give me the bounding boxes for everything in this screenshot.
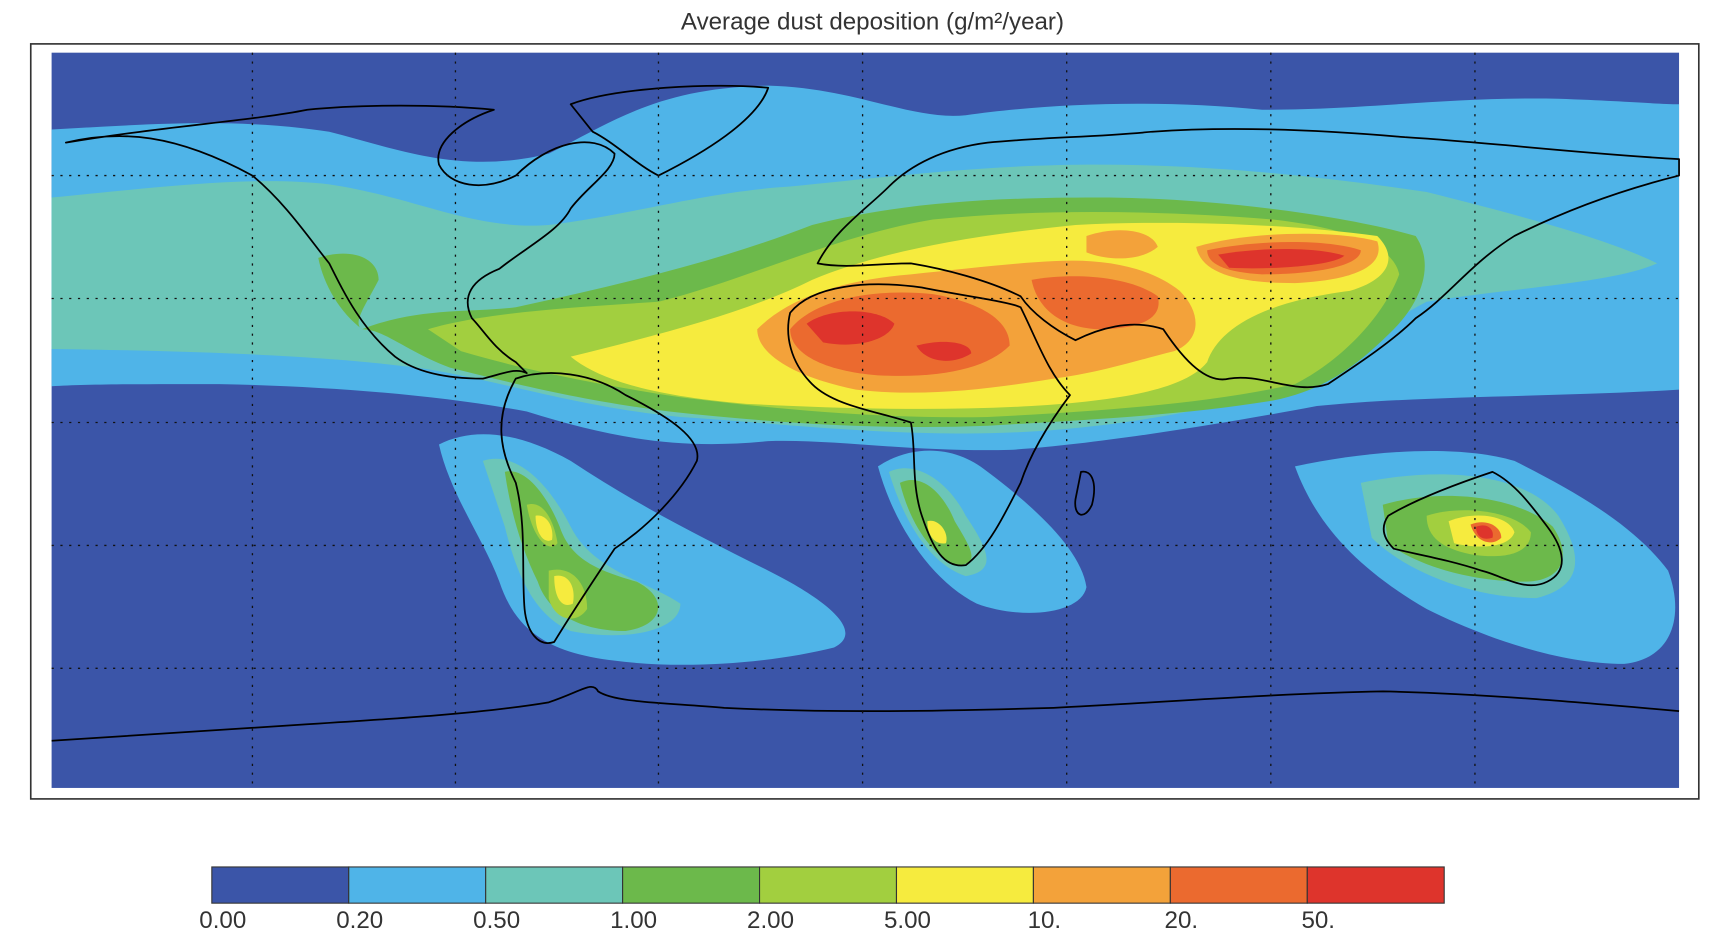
colorbar-bin <box>485 866 624 904</box>
africa <box>787 283 1071 567</box>
colorbar-bin <box>1032 866 1171 904</box>
contour <box>1476 525 1493 539</box>
colorbar-bin <box>622 866 761 904</box>
coastlines <box>51 84 1680 742</box>
contour <box>927 520 947 544</box>
colorbar-bin <box>895 866 1034 904</box>
colorbar: 0.00 0.20 0.50 1.00 2.00 5.00 10. 20. 50. <box>199 866 1445 934</box>
contour <box>1218 248 1345 269</box>
colorbar-tick-label: 1.00 <box>610 907 657 934</box>
colorbar-bin <box>211 866 350 904</box>
colorbar-tick-label: 20. <box>1165 907 1199 934</box>
colorbar-bin <box>759 866 898 904</box>
colorbar-bin <box>1169 866 1308 904</box>
colorbar-tick-label: 2.00 <box>747 907 794 934</box>
deposition-bin-50 <box>806 248 1493 539</box>
contour <box>806 311 895 345</box>
north-america <box>64 104 616 380</box>
colorbar-tick-label: 50. <box>1301 907 1335 934</box>
contour <box>554 575 574 605</box>
contour <box>916 341 972 361</box>
madagascar <box>1074 470 1095 516</box>
antarctica <box>51 686 1680 742</box>
colorbar-bin <box>1306 866 1445 904</box>
map <box>51 52 1680 788</box>
colorbar-tick-label: 10. <box>1028 907 1062 934</box>
contour <box>535 515 553 541</box>
greenland <box>569 84 770 177</box>
contour <box>1086 230 1158 259</box>
australia <box>1382 471 1563 587</box>
eurasia <box>816 128 1680 389</box>
map-title: Average dust deposition (g/m²/year) <box>681 8 1064 35</box>
colorbar-bin <box>348 866 487 904</box>
south-america <box>500 372 699 644</box>
colorbar-tick-label: 0.50 <box>473 907 520 934</box>
colorbar-tick-label: 0.00 <box>199 907 246 934</box>
colorbar-tick-label: 5.00 <box>884 907 931 934</box>
contour <box>1031 276 1159 330</box>
colorbar-tick-label: 0.20 <box>336 907 383 934</box>
